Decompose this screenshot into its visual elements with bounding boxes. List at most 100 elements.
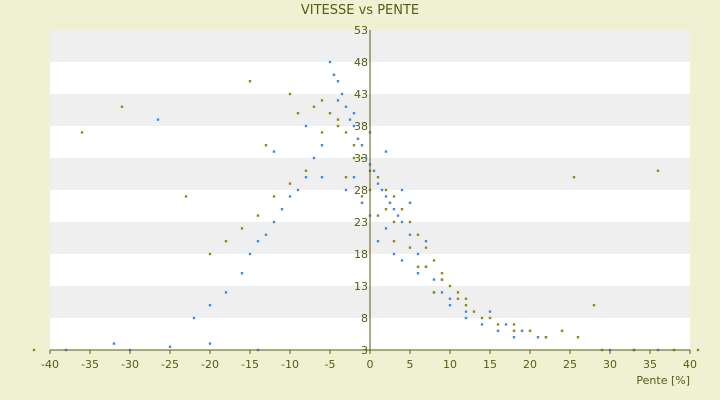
x-tick-label: 5 [407, 358, 414, 371]
scatter-point-series-1 [288, 195, 292, 198]
scatter-point-series-1 [208, 304, 212, 307]
x-axis-label: Pente [%] [636, 374, 690, 387]
chart-title: VITESSE vs PENTE [301, 3, 419, 18]
scatter-point-series-1 [156, 118, 160, 121]
scatter-point-series-2 [488, 316, 492, 320]
x-tick-label: 35 [643, 358, 657, 371]
scatter-point-series-1 [344, 105, 348, 108]
scatter-point-series-1 [192, 316, 196, 320]
scatter-point-series-2 [352, 144, 356, 147]
scatter-point-series-2 [288, 92, 292, 96]
data-points [32, 60, 700, 352]
x-tick-label: -10 [281, 358, 299, 371]
scatter-point-series-1 [352, 176, 356, 179]
scatter-point-series-2 [360, 156, 364, 160]
scatter-point-series-1 [304, 124, 308, 128]
scatter-point-series-1 [336, 80, 340, 83]
scatter-point-series-1 [376, 182, 380, 185]
scatter-point-series-1 [352, 112, 356, 115]
scatter-point-series-1 [408, 233, 412, 236]
y-tick-label: 18 [354, 248, 368, 261]
scatter-point-series-2 [512, 323, 516, 326]
scatter-point-series-1 [360, 144, 364, 147]
y-tick-label: 43 [354, 88, 368, 101]
scatter-point-series-1 [360, 201, 364, 204]
scatter-point-series-1 [464, 316, 468, 320]
scatter-point-series-1 [340, 92, 344, 96]
scatter-point-series-1 [380, 188, 384, 192]
scatter-point-series-2 [120, 105, 124, 108]
scatter-point-series-2 [376, 176, 380, 179]
x-tick-label: -25 [161, 358, 179, 371]
scatter-point-series-2 [416, 233, 420, 236]
scatter-point-series-1 [388, 201, 392, 204]
scatter-point-series-1 [536, 336, 540, 339]
scatter-point-series-1 [344, 188, 348, 192]
scatter-point-series-2 [312, 105, 316, 108]
scatter-point-series-1 [208, 342, 212, 345]
scatter-point-series-1 [432, 278, 436, 281]
y-tick-label: 8 [361, 312, 368, 325]
scatter-point-series-1 [400, 188, 404, 192]
scatter-point-series-1 [464, 310, 468, 313]
x-tick-label: -15 [241, 358, 259, 371]
scatter-point-series-1 [408, 201, 412, 204]
scatter-point-series-2 [224, 240, 228, 243]
scatter-point-series-2 [572, 176, 576, 179]
x-tick-label: -5 [325, 358, 336, 371]
scatter-point-series-1 [400, 220, 404, 224]
scatter-point-series-2 [656, 169, 660, 172]
scatter-point-series-1 [520, 329, 524, 332]
scatter-point-series-1 [416, 272, 420, 275]
x-tick-label: -20 [201, 358, 219, 371]
scatter-point-series-2 [392, 195, 396, 198]
scatter-point-series-2 [384, 188, 388, 192]
scatter-point-series-2 [696, 348, 700, 352]
scatter-point-series-1 [496, 329, 500, 332]
scatter-point-series-2 [496, 323, 500, 326]
scatter-point-series-2 [208, 252, 212, 256]
scatter-point-series-1 [332, 73, 336, 76]
scatter-point-series-2 [528, 329, 532, 332]
scatter-point-series-2 [328, 112, 332, 115]
scatter-point-series-2 [576, 336, 580, 339]
x-tick-label: -30 [121, 358, 139, 371]
scatter-point-series-1 [372, 169, 376, 172]
scatter-point-series-1 [224, 291, 228, 294]
scatter-point-series-2 [592, 304, 596, 307]
scatter-point-series-1 [384, 150, 388, 153]
scatter-point-series-1 [392, 252, 396, 256]
x-tick-label: 25 [563, 358, 577, 371]
scatter-point-series-2 [416, 265, 420, 268]
scatter-point-series-1 [296, 188, 300, 192]
scatter-point-series-2 [464, 304, 468, 307]
scatter-point-series-2 [344, 131, 348, 134]
scatter-point-series-1 [364, 156, 368, 160]
x-tick-label: -35 [81, 358, 99, 371]
y-tick-label: 23 [354, 216, 368, 229]
scatter-point-series-2 [344, 176, 348, 179]
y-tick-label: 13 [354, 280, 368, 293]
scatter-point-series-1 [376, 240, 380, 243]
scatter-point-series-2 [376, 214, 380, 217]
x-tick-label: 40 [683, 358, 697, 371]
scatter-point-series-2 [320, 99, 324, 102]
scatter-point-series-1 [304, 176, 308, 179]
scatter-point-series-2 [304, 169, 308, 172]
scatter-point-series-1 [384, 195, 388, 198]
scatter-point-series-2 [408, 246, 412, 249]
scatter-point-series-1 [400, 259, 404, 262]
scatter-point-series-2 [272, 195, 276, 198]
scatter-point-series-2 [512, 329, 516, 332]
scatter-point-series-2 [432, 259, 436, 262]
scatter-point-series-1 [488, 310, 492, 313]
scatter-point-series-1 [320, 176, 324, 179]
x-tick-label: 15 [483, 358, 497, 371]
scatter-point-series-1 [356, 137, 360, 140]
scatter-point-series-1 [336, 99, 340, 102]
scatter-point-series-1 [448, 297, 452, 300]
scatter-point-series-2 [560, 329, 564, 332]
scatter-point-series-1 [328, 60, 332, 64]
x-axis-ticks: -40 -35 -30 -25 -20 -15 -10 -5 0 5 10 15 20 25 30 35 40 [41, 350, 697, 371]
